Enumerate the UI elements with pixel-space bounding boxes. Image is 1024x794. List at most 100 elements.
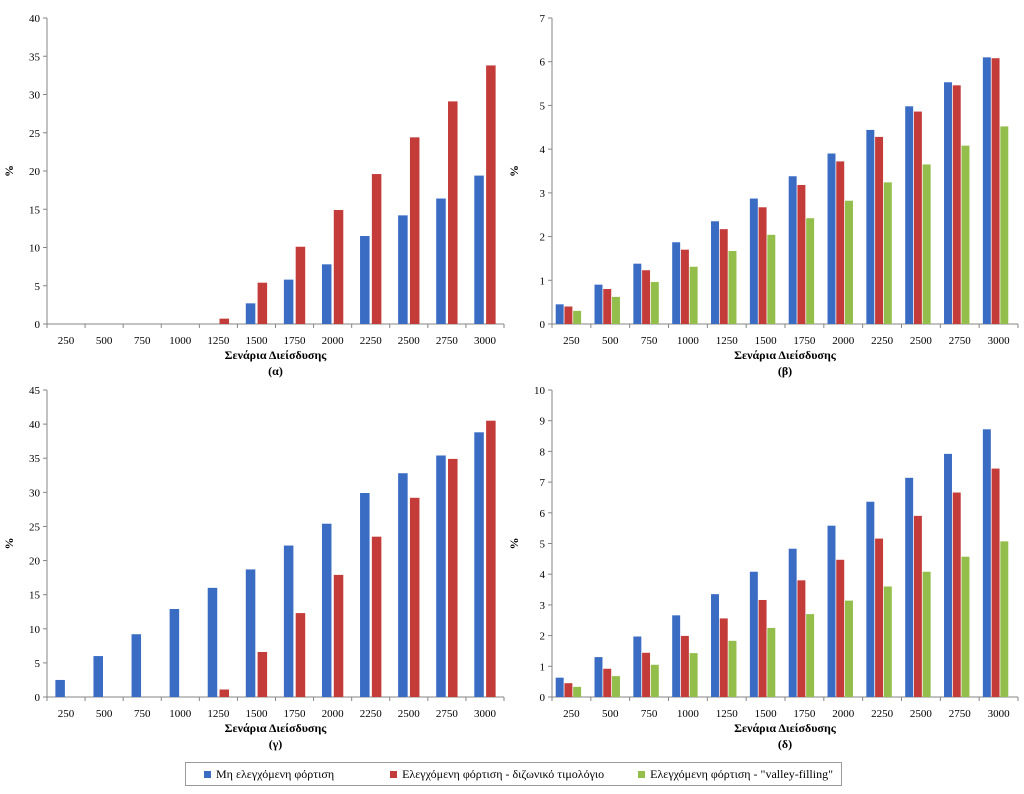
chart-d-bar-s1-1000 xyxy=(680,635,689,697)
chart-a-bar-s1-2250 xyxy=(371,174,382,324)
chart-a-x-tick-label: 750 xyxy=(134,335,151,347)
chart-a-bar-s0-1500 xyxy=(245,303,256,324)
chart-b-bar-s0-3000 xyxy=(982,57,991,324)
chart-b-x-tick-label: 1500 xyxy=(755,335,778,347)
chart-d-bar-s1-250 xyxy=(564,683,573,697)
chart-b-bar-s1-750 xyxy=(642,270,651,324)
chart-b-svg: 0 1 2 3 4 5 6 7 250 500 750 1000 1250 1500 1750 2000 225… xyxy=(507,13,1019,378)
chart-a-bar-s0-1750 xyxy=(283,279,294,324)
chart-b-bar-s1-1750 xyxy=(797,184,806,324)
chart-d-bar-s1-1750 xyxy=(797,580,806,697)
chart-d-x-tick-label: 500 xyxy=(602,708,619,720)
chart-d-bar-s2-250 xyxy=(573,686,582,697)
chart-d-bar-s1-2750 xyxy=(952,492,961,697)
chart-b-x-tick-label: 250 xyxy=(563,335,580,347)
chart-a-x-tick-label: 1000 xyxy=(169,335,192,347)
chart-c-x-tick-label: 1750 xyxy=(284,708,307,720)
chart-d-bar-s1-750 xyxy=(642,652,651,697)
chart-c-bar-s0-2000 xyxy=(321,523,332,697)
chart-d-x-tick-label: 1250 xyxy=(716,708,739,720)
chart-b-bar-s1-3000 xyxy=(991,58,1000,325)
chart-b-bar-s2-1500 xyxy=(767,234,776,324)
chart-d-y-tick-label: 7 xyxy=(540,477,546,489)
chart-b-x-tick-label: 3000 xyxy=(988,335,1011,347)
chart-c-svg: 0 5 10 15 20 25 30 35 40 45 250 500 750 1000 1250 1500 1… xyxy=(2,385,505,751)
chart-c-x-label: Σενάρια Διείσδυσης xyxy=(225,721,328,735)
chart-b-y-tick-label: 5 xyxy=(540,100,546,112)
chart-b-x-tick-label: 1000 xyxy=(677,335,700,347)
chart-c-y-tick-label: 45 xyxy=(29,385,41,397)
chart-d-x-tick-label: 3000 xyxy=(988,708,1011,720)
chart-c-x-tick-label: 500 xyxy=(96,708,113,720)
chart-d-svg: 0 1 2 3 4 5 6 7 8 9 10 250 500 750 1000 1250 1500 1750 200… xyxy=(507,385,1019,751)
chart-a-bar-s0-3000 xyxy=(474,175,484,324)
chart-a-x-tick-label: 250 xyxy=(58,335,75,347)
chart-d-bar-s2-3000 xyxy=(1000,541,1009,697)
chart-b-y-tick-label: 6 xyxy=(540,57,546,69)
chart-d-y-tick-label: 1 xyxy=(540,661,546,673)
chart-d-y-tick-label: 8 xyxy=(540,446,546,458)
chart-b-x-label: Σενάρια Διείσδυσης xyxy=(734,348,837,362)
chart-a-x-tick-label: 3000 xyxy=(474,335,497,347)
chart-c-x-tick-label: 1500 xyxy=(245,708,268,720)
chart-b-bar-s1-2750 xyxy=(952,85,961,324)
chart-d-bar-s2-2500 xyxy=(922,571,931,697)
chart-a-bar-s1-3000 xyxy=(486,65,496,325)
chart-d-y-tick-label: 6 xyxy=(540,508,546,520)
chart-a-x-tick-label: 1750 xyxy=(284,335,307,347)
chart-d-bar-s2-2250 xyxy=(883,586,892,697)
chart-c-y-label: % xyxy=(2,538,16,550)
chart-c-bar-s1-2250 xyxy=(371,536,382,697)
chart-b-bar-s2-250 xyxy=(573,310,582,324)
chart-a-bar-s1-2000 xyxy=(333,210,344,324)
chart-d-bar-s1-3000 xyxy=(991,468,1000,697)
legend-item-uncontrolled: Μη ελεγχόμενη φόρτιση xyxy=(204,767,334,782)
chart-c-x-tick-label: 250 xyxy=(58,708,75,720)
chart-c-y-tick-label: 30 xyxy=(29,487,41,499)
chart-c-bar-s0-2250 xyxy=(360,493,370,697)
chart-c-x-tick-label: 1250 xyxy=(207,708,230,720)
chart-a-y-tick-label: 5 xyxy=(35,281,41,293)
chart-c-bar-s0-250 xyxy=(55,679,65,697)
chart-b-bar-s1-1500 xyxy=(758,207,767,324)
chart-panel-c: 0 5 10 15 20 25 30 35 40 45 250 500 750 1000 1250 1500 1… xyxy=(0,380,512,751)
chart-b-x-tick-label: 2500 xyxy=(910,335,933,347)
chart-b-bar-s2-750 xyxy=(650,282,659,324)
legend-label-valley-filling: Ελεγχόμενη φόρτιση - "valley-filling" xyxy=(650,766,834,781)
chart-c-bar-s0-1750 xyxy=(283,545,294,697)
chart-b-bar-s2-1000 xyxy=(689,266,698,324)
chart-a-y-tick-label: 10 xyxy=(29,243,41,255)
chart-a-bar-s1-2500 xyxy=(409,137,420,324)
chart-d-bar-s2-1750 xyxy=(806,614,815,697)
chart-a-bar-s0-2500 xyxy=(398,215,408,324)
chart-b-bar-s2-1250 xyxy=(728,250,737,324)
chart-c-bar-s1-2750 xyxy=(448,458,458,697)
chart-d-x-tick-label: 2000 xyxy=(832,708,855,720)
chart-d-bar-s0-2000 xyxy=(827,525,836,697)
chart-b-bar-s0-2250 xyxy=(866,129,875,324)
chart-b-x-tick-label: 2750 xyxy=(949,335,972,347)
chart-c-bar-s0-1500 xyxy=(245,569,256,697)
chart-d-y-tick-label: 0 xyxy=(540,692,546,704)
chart-d-y-tick-label: 10 xyxy=(534,385,546,397)
chart-b-x-tick-label: 500 xyxy=(602,335,619,347)
chart-c-bar-s0-3000 xyxy=(474,432,484,697)
chart-c-bar-s1-2000 xyxy=(333,574,344,697)
chart-panel-a: 0 5 10 15 20 25 30 35 40 250 500 750 1000 1250 1500 175… xyxy=(0,0,512,380)
chart-b-x-tick-label: 2000 xyxy=(832,335,855,347)
chart-d-bar-s0-750 xyxy=(633,636,642,697)
chart-d-x-tick-label: 1000 xyxy=(677,708,700,720)
chart-panel-b: 0 1 2 3 4 5 6 7 250 500 750 1000 1250 1500 1750 2000 225… xyxy=(507,0,1024,380)
chart-c-x-tick-label: 2750 xyxy=(436,708,459,720)
chart-d-bar-s2-1500 xyxy=(767,627,776,697)
chart-d-bar-s0-500 xyxy=(594,657,603,697)
chart-b-y-label: % xyxy=(507,165,521,177)
chart-d-x-tick-label: 2750 xyxy=(949,708,972,720)
chart-d-y-label: % xyxy=(507,538,521,550)
chart-c-bar-s1-1500 xyxy=(257,651,268,697)
chart-a-y-tick-label: 20 xyxy=(29,166,41,178)
chart-c-bar-s0-1000 xyxy=(169,608,180,697)
chart-d-bar-s2-2000 xyxy=(844,600,853,697)
legend-label-dual-tariff: Ελεγχόμενη φόρτιση - διζωνικό τιμολόγιο xyxy=(402,766,605,781)
chart-b-y-tick-label: 7 xyxy=(540,13,546,25)
